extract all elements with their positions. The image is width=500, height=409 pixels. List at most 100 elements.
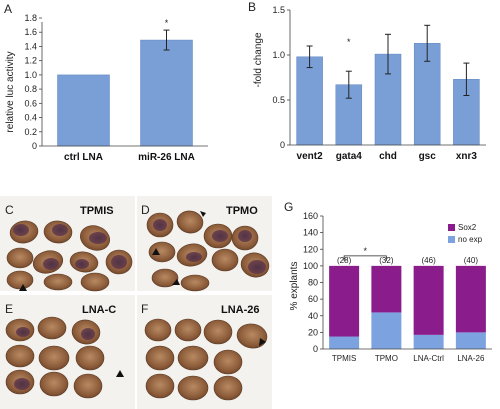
embryo	[6, 247, 34, 269]
embryo	[213, 349, 243, 375]
arrowhead-icon	[200, 211, 206, 217]
G-bar-segment-sox2	[413, 265, 444, 335]
embryo-stain	[75, 259, 89, 269]
G-count-label: (40)	[464, 256, 479, 265]
embryo	[39, 371, 69, 397]
B-category-label: chd	[379, 151, 397, 162]
G-count-label: (46)	[422, 256, 437, 265]
B-ytick-label: 0	[280, 140, 285, 150]
embryo	[213, 375, 243, 401]
embryo-stain	[153, 219, 167, 231]
G-significance-star: *	[363, 246, 367, 256]
embryo-stain	[14, 378, 30, 390]
embryo-stain	[248, 260, 266, 274]
embryo-stain	[13, 224, 29, 236]
embryo	[5, 344, 35, 368]
embryo	[145, 373, 175, 399]
panel-g: G % explants 0 20 40 60 80 100 120 140 160 TPMIS…	[284, 200, 492, 363]
A-category-label: ctrl LNA	[64, 152, 103, 163]
B-category-label: gata4	[336, 151, 363, 162]
embryo	[236, 323, 268, 349]
B-category-label: gsc	[419, 151, 437, 162]
arrowhead-icon	[116, 370, 124, 377]
G-bar-segment-no-exp	[371, 312, 402, 349]
embryo	[177, 375, 209, 401]
G-ytick-label: 40	[308, 311, 318, 321]
embryo	[211, 248, 239, 272]
G-category-label: LNA-Ctrl	[413, 354, 444, 363]
A-ytick-label: 1.8	[24, 13, 37, 23]
G-category-label: TPMIS	[332, 354, 356, 363]
G-legend-swatch	[448, 236, 455, 243]
embryo-stain	[111, 255, 127, 269]
embryo	[174, 318, 202, 342]
panel-a: A relative luc activity 0 0.2 0.4 0.6 0.8 1.0…	[4, 2, 208, 163]
embryo-stain	[16, 327, 30, 337]
photo-e-embryos	[5, 316, 124, 399]
A-ytick-label: 1.6	[24, 27, 37, 37]
G-bar-segment-sox2	[371, 265, 402, 313]
arrowhead-icon	[259, 338, 266, 346]
embryo	[38, 345, 70, 371]
A-ytick-label: 1.4	[24, 41, 37, 51]
B-category-label: vent2	[297, 151, 324, 162]
A-ytick-label: 0.6	[24, 98, 37, 108]
embryo	[43, 273, 73, 291]
arrowhead-icon	[152, 248, 160, 255]
panel-a-letter: A	[4, 2, 12, 16]
G-bar-segment-no-exp	[413, 334, 444, 349]
embryo	[144, 318, 172, 342]
B-ytick-label: 1.0	[272, 50, 285, 60]
G-ytick-label: 80	[308, 278, 318, 288]
G-category-label: LNA-26	[457, 354, 485, 363]
G-legend-label: no exp	[458, 235, 483, 244]
A-ytick-label: 1.0	[24, 70, 37, 80]
A-ytick-label: 0	[32, 141, 37, 151]
G-ytick-label: 0	[313, 344, 318, 354]
G-bar-segment-sox2	[329, 265, 360, 337]
G-bar-segment-sox2	[455, 265, 486, 333]
photo-c-label: TPMIS	[80, 205, 114, 217]
A-bar	[57, 74, 110, 147]
panel-g-y-axis-label: % explants	[289, 262, 300, 311]
embryo	[6, 270, 34, 290]
G-category-label: TPMO	[375, 354, 398, 363]
G-ytick-label: 100	[303, 261, 318, 271]
A-bar	[140, 39, 193, 147]
embryo-stain	[212, 230, 228, 242]
panel-g-letter: G	[284, 200, 293, 214]
embryo	[37, 316, 67, 340]
arrowhead-icon	[19, 284, 27, 291]
G-ytick-label: 20	[308, 327, 318, 337]
embryo-stain	[52, 224, 68, 236]
photo-d-embryos	[146, 210, 270, 292]
A-significance-star: *	[165, 18, 169, 28]
embryo-stain	[238, 230, 252, 242]
G-bar-segment-no-exp	[329, 336, 360, 349]
G-ytick-label: 140	[303, 228, 318, 238]
photo-f-embryos	[144, 318, 268, 401]
photo-panel-c: C TPMIS	[0, 196, 135, 292]
embryo-stain	[186, 252, 202, 262]
embryo	[75, 345, 105, 371]
embryo	[203, 319, 233, 345]
photo-c-embryos	[6, 220, 133, 292]
B-ytick-label: 1.5	[272, 5, 285, 15]
embryo	[80, 272, 110, 292]
panel-b-y-axis-label: -fold change	[253, 32, 264, 87]
A-ytick-label: 0.8	[24, 84, 37, 94]
G-legend-swatch	[448, 224, 455, 231]
embryo-stain	[43, 258, 59, 270]
embryo	[73, 373, 103, 399]
panel-b-letter: B	[248, 0, 256, 14]
photo-d-label: TPMO	[226, 205, 258, 217]
G-ytick-label: 160	[303, 211, 318, 221]
embryo	[151, 268, 179, 288]
embryo	[180, 274, 210, 292]
embryo	[145, 345, 175, 371]
embryo	[148, 241, 176, 263]
B-ytick-label: 0.5	[272, 95, 285, 105]
A-ytick-label: 0.2	[24, 127, 37, 137]
G-bar-segment-no-exp	[455, 332, 486, 349]
